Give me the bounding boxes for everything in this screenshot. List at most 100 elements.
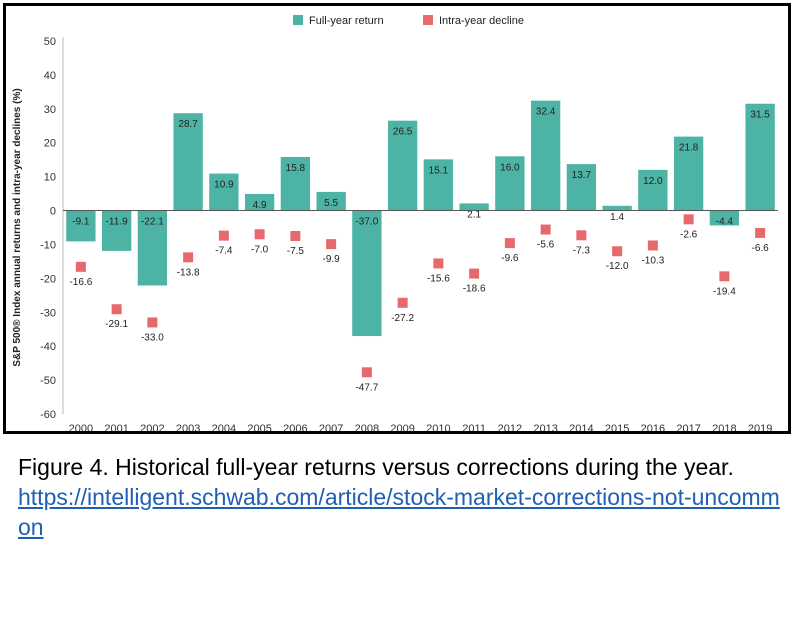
marker-value-label: -33.0 (141, 332, 164, 343)
marker-value-label: -16.6 (69, 277, 92, 288)
marker-intra-year-decline (647, 240, 658, 251)
marker-value-label: -7.3 (573, 245, 591, 256)
marker-value-label: -5.6 (537, 240, 555, 251)
bar-value-label: 32.4 (536, 107, 556, 118)
marker-value-label: -12.0 (606, 261, 629, 272)
caption-link[interactable]: https://intelligent.schwab.com/article/s… (18, 484, 780, 540)
marker-value-label: -7.4 (215, 246, 233, 257)
x-tick-label: 2005 (247, 423, 271, 431)
bar-value-label: 15.8 (286, 163, 306, 174)
marker-value-label: -10.3 (641, 255, 664, 266)
y-tick-label: 0 (50, 206, 56, 218)
bar-full-year-return (209, 173, 239, 211)
legend-swatch-full-year-return (293, 15, 303, 25)
marker-intra-year-decline (397, 297, 408, 308)
bar-full-year-return (459, 203, 489, 211)
bar-value-label: -37.0 (355, 217, 378, 228)
marker-intra-year-decline (433, 258, 444, 269)
bar-full-year-return (244, 193, 275, 211)
marker-intra-year-decline (183, 252, 194, 263)
marker-intra-year-decline (683, 214, 694, 225)
y-tick-label: 10 (44, 172, 56, 184)
bar-value-label: -11.9 (106, 217, 128, 228)
marker-intra-year-decline (218, 230, 229, 241)
marker-value-label: -13.8 (177, 267, 200, 278)
marker-value-label: -6.6 (752, 243, 770, 254)
x-tick-label: 2017 (676, 423, 700, 431)
marker-value-label: -19.4 (713, 286, 736, 297)
x-tick-label: 2006 (283, 423, 307, 431)
marker-intra-year-decline (254, 229, 265, 240)
bar-full-year-return (745, 103, 775, 211)
marker-value-label: -7.0 (251, 244, 269, 255)
x-tick-label: 2000 (69, 423, 93, 431)
bar-full-year-return (137, 210, 168, 286)
marker-intra-year-decline (147, 317, 158, 328)
bar-value-label: 26.5 (393, 127, 413, 138)
x-tick-label: 2008 (355, 423, 379, 431)
bar-full-year-return (423, 159, 454, 211)
x-tick-label: 2007 (319, 423, 343, 431)
x-tick-label: 2002 (140, 423, 164, 431)
legend-label-full-year-return: Full-year return (309, 15, 384, 27)
bar-value-label: 12.0 (643, 176, 663, 187)
y-tick-label: 20 (44, 138, 56, 150)
y-tick-label: -10 (40, 239, 56, 251)
bar-full-year-return (316, 191, 346, 211)
bar-value-label: 5.5 (324, 198, 338, 209)
marker-intra-year-decline (540, 224, 551, 235)
bar-full-year-return (566, 164, 597, 211)
x-tick-label: 2011 (462, 423, 486, 431)
x-tick-label: 2013 (533, 423, 557, 431)
x-tick-label: 2004 (212, 423, 236, 431)
x-tick-label: 2015 (605, 423, 629, 431)
bar-value-label: 1.4 (610, 212, 624, 223)
marker-value-label: -18.6 (463, 284, 486, 295)
marker-intra-year-decline (111, 304, 122, 315)
marker-intra-year-decline (75, 261, 86, 272)
y-axis-title: S&P 500® Index annual returns and intra-… (12, 88, 23, 366)
bar-value-label: -4.4 (716, 217, 734, 228)
marker-intra-year-decline (612, 246, 623, 257)
bar-value-label: 21.8 (679, 143, 699, 154)
marker-intra-year-decline (361, 367, 372, 378)
y-tick-label: 50 (44, 36, 56, 48)
y-tick-label: 30 (44, 104, 56, 116)
y-tick-label: -20 (40, 273, 56, 285)
marker-value-label: -9.9 (323, 254, 341, 265)
bar-value-label: 28.7 (178, 119, 198, 130)
x-tick-label: 2019 (748, 423, 772, 431)
bar-value-label: 15.1 (429, 165, 449, 176)
bar-full-year-return (352, 210, 382, 337)
y-tick-label: -40 (40, 341, 56, 353)
bar-full-year-return (280, 156, 311, 211)
marker-value-label: -27.2 (391, 313, 414, 324)
x-tick-label: 2016 (641, 423, 665, 431)
y-tick-label: -50 (40, 375, 56, 387)
marker-value-label: -15.6 (427, 273, 450, 284)
y-tick-label: -60 (40, 409, 56, 421)
marker-value-label: -7.5 (287, 246, 305, 257)
bar-full-year-return (66, 210, 96, 242)
legend-swatch-intra-year-decline (423, 15, 433, 25)
marker-value-label: -47.7 (355, 382, 378, 393)
marker-intra-year-decline (504, 238, 515, 249)
marker-value-label: -29.1 (105, 319, 128, 330)
y-tick-label: -30 (40, 307, 56, 319)
marker-intra-year-decline (576, 230, 587, 241)
legend-label-intra-year-decline: Intra-year decline (439, 15, 524, 27)
chart-frame: 50 40 30 20 10 0 -10 -20 -30 -40 -50 -60 S&P 500® In… (3, 3, 791, 434)
marker-intra-year-decline (755, 227, 766, 238)
y-tick-label: 40 (44, 70, 56, 82)
x-tick-label: 2018 (712, 423, 736, 431)
marker-intra-year-decline (469, 268, 480, 279)
bar-value-label: -22.1 (141, 217, 164, 228)
figure-caption: Figure 4. Historical full-year returns v… (18, 452, 788, 542)
x-tick-label: 2012 (498, 423, 522, 431)
bar-value-label: 4.9 (253, 200, 267, 211)
x-tick-label: 2010 (426, 423, 450, 431)
bar-full-year-return (387, 120, 418, 211)
bar-full-year-return (638, 169, 668, 211)
bar-full-year-return (101, 210, 132, 251)
